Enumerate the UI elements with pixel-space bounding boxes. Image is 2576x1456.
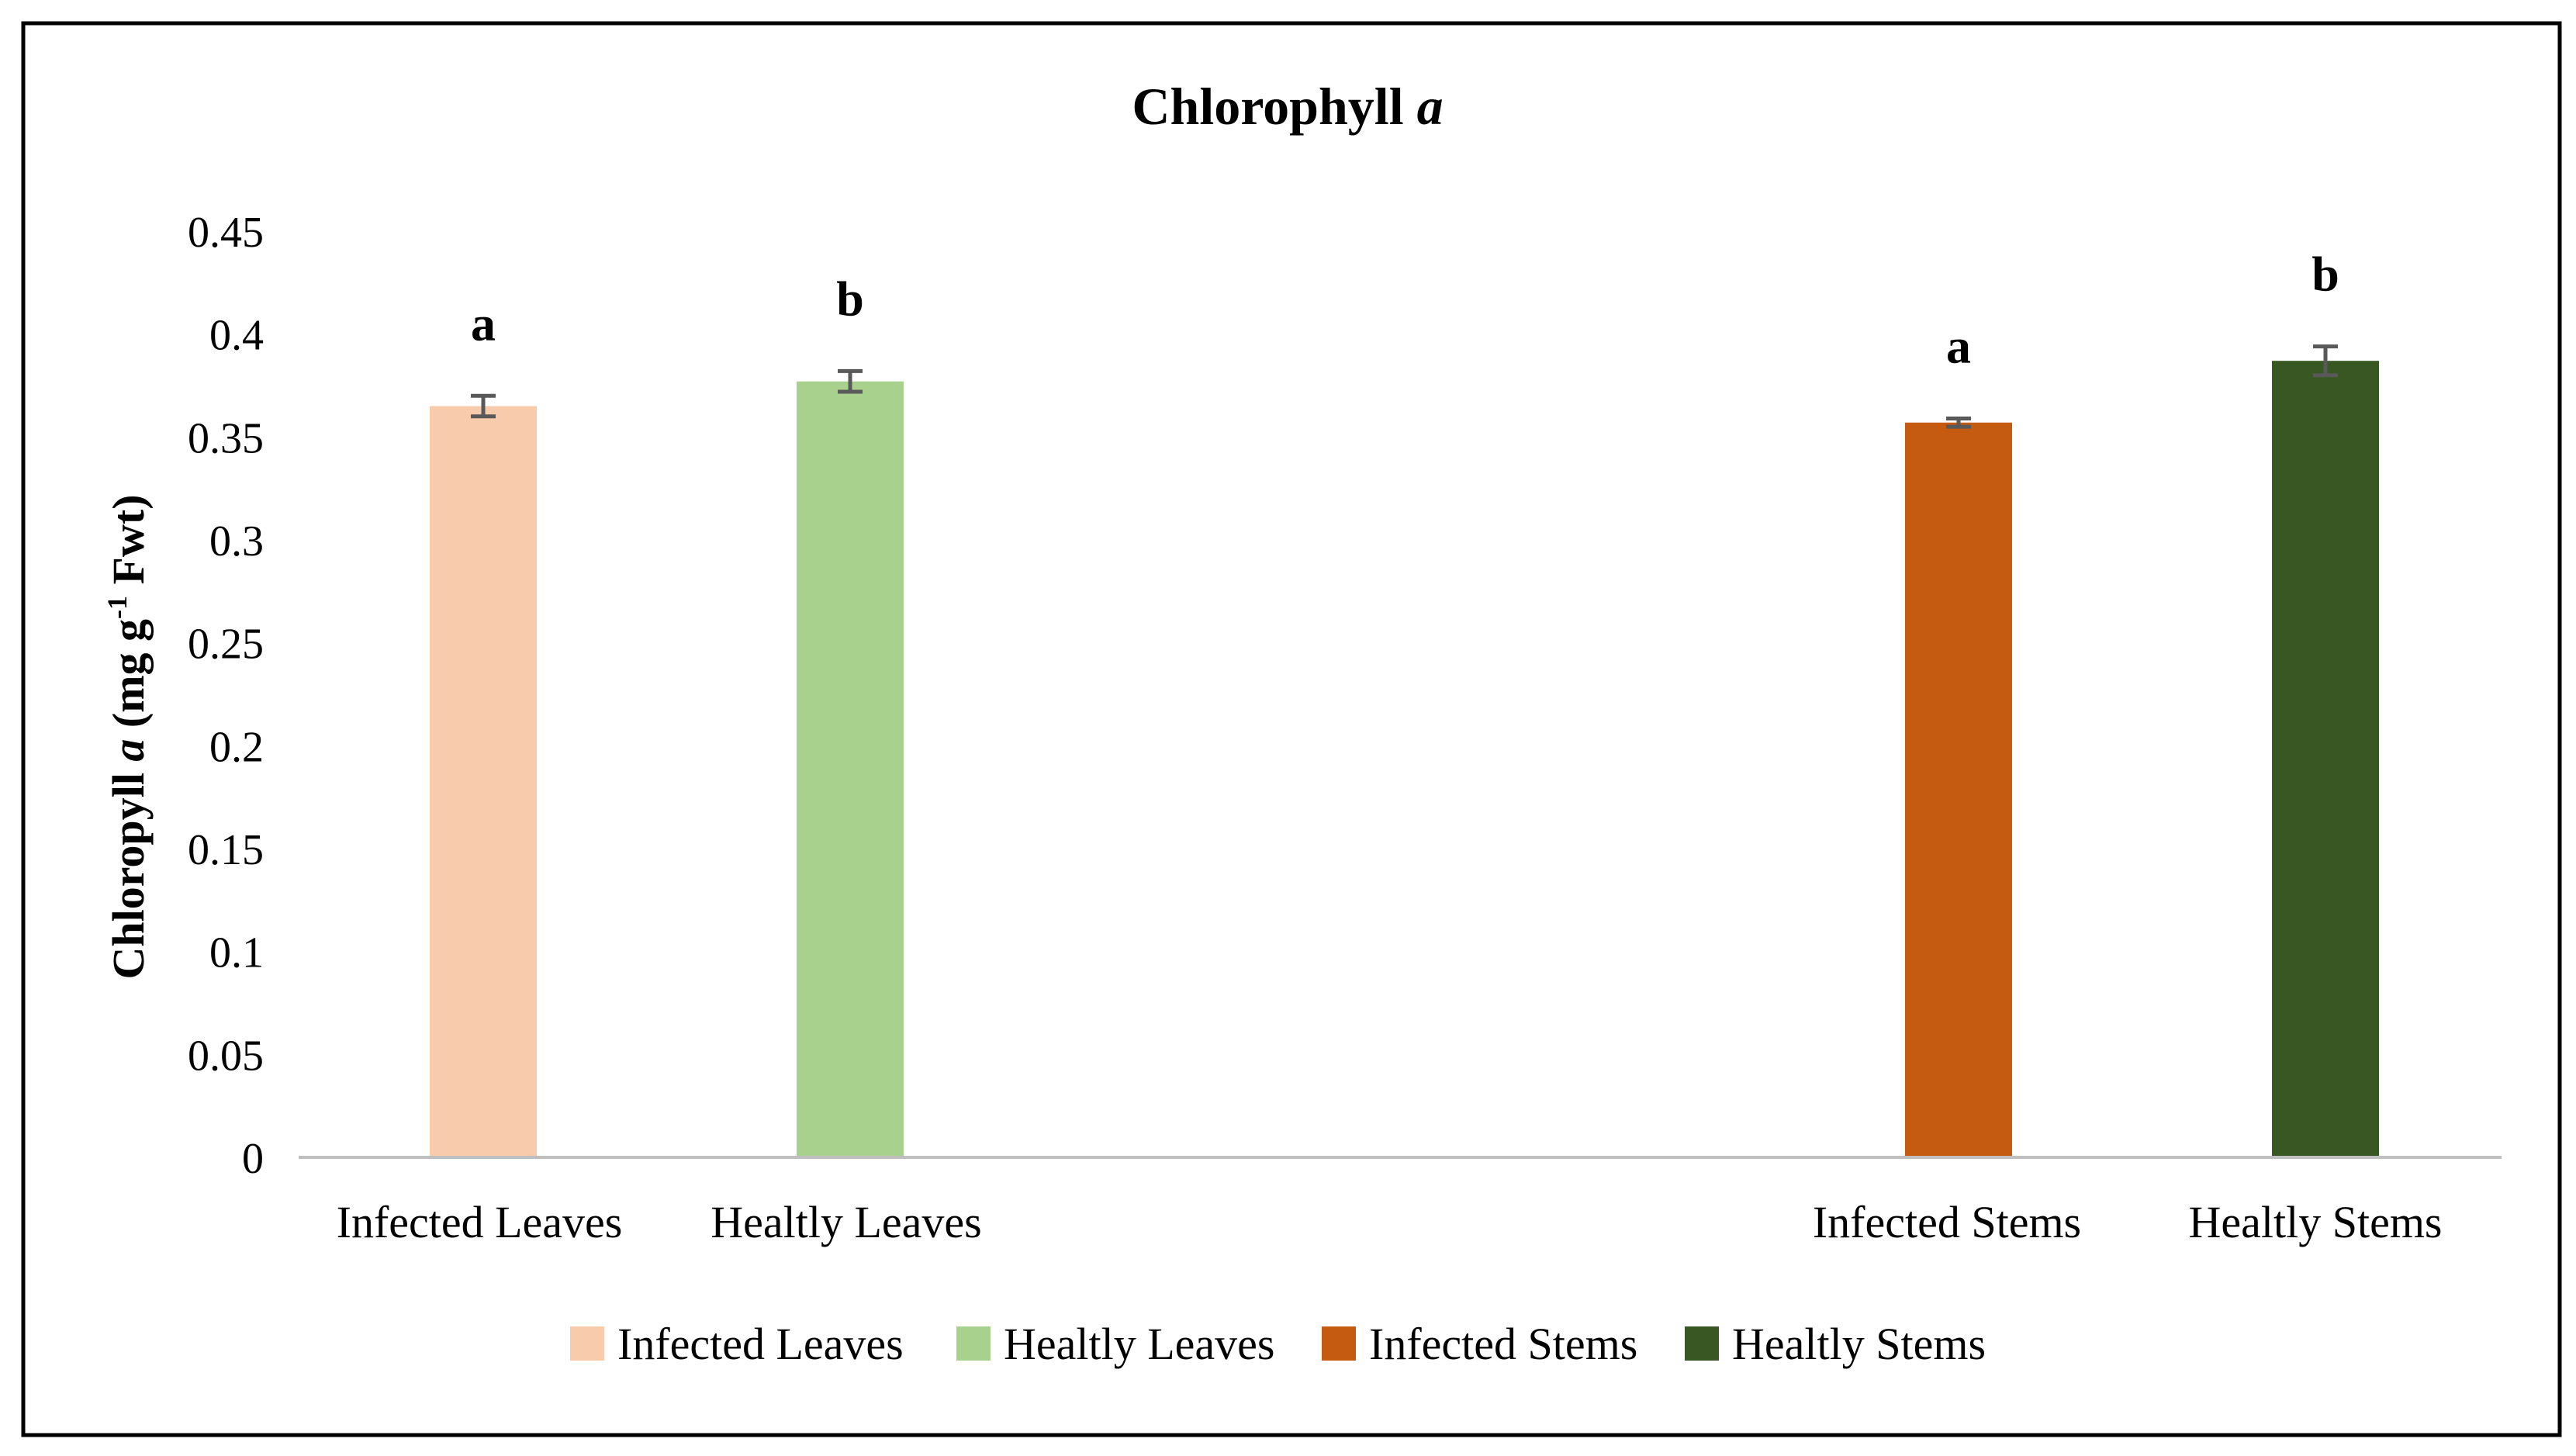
y-tick-label: 0.4: [209, 312, 264, 360]
legend-label: Infected Leaves: [617, 1319, 904, 1369]
legend-label: Healtly Stems: [1732, 1319, 1986, 1369]
significance-letter: a: [471, 296, 496, 351]
y-tick-label: 0: [242, 1135, 264, 1183]
legend-swatch: [1322, 1326, 1356, 1361]
legend: Infected Leaves Healtly Leaves Infected St…: [570, 1319, 1986, 1369]
legend-item: Infected Stems: [1322, 1319, 1637, 1369]
error-bar: [838, 368, 863, 394]
y-tick-label: 0.1: [209, 929, 264, 977]
bar: [1905, 422, 2012, 1157]
y-axis-ticks: 0 0.05 0.1 0.15 0.2 0.25 0.3 0.35 0.4 0.45: [188, 209, 264, 1183]
error-bar: [1946, 416, 1971, 429]
legend-item: Infected Leaves: [570, 1319, 904, 1369]
legend-item: Healtly Stems: [1685, 1319, 1986, 1369]
y-tick-label: 0.2: [209, 723, 264, 771]
legend-item: Healtly Leaves: [956, 1319, 1274, 1369]
y-axis-label: Chloropyll a (mg g-1 Fwt): [102, 494, 154, 979]
y-tick-label: 0.05: [188, 1032, 264, 1080]
y-tick-label: 0.45: [188, 209, 264, 257]
x-category-label: Healtly Leaves: [711, 1197, 981, 1247]
x-axis-labels: Infected Leaves Healtly Leaves Infected St…: [337, 1197, 2443, 1247]
x-category-label: Infected Stems: [1813, 1197, 2081, 1247]
significance-letter: a: [1946, 318, 1971, 373]
bar: [430, 406, 537, 1157]
error-bars: [471, 344, 2338, 429]
legend-swatch: [956, 1326, 991, 1361]
y-tick-label: 0.15: [188, 826, 264, 874]
bars: [430, 361, 2379, 1157]
legend-swatch: [570, 1326, 604, 1361]
significance-letter: b: [836, 271, 864, 326]
x-category-label: Infected Leaves: [337, 1197, 623, 1247]
significance-letters: a b a b: [471, 247, 2339, 374]
bar: [797, 381, 904, 1157]
legend-label: Infected Stems: [1369, 1319, 1637, 1369]
chart-title: Chlorophyll a: [1132, 77, 1443, 136]
x-category-label: Healtly Stems: [2188, 1197, 2442, 1247]
bar: [2272, 361, 2379, 1157]
error-bar: [2313, 344, 2338, 378]
legend-label: Healtly Leaves: [1004, 1319, 1274, 1369]
legend-swatch: [1685, 1326, 1719, 1361]
error-bar: [471, 393, 496, 419]
y-tick-label: 0.3: [209, 517, 264, 565]
significance-letter: b: [2311, 247, 2339, 302]
y-tick-label: 0.25: [188, 621, 264, 669]
y-tick-label: 0.35: [188, 414, 264, 462]
